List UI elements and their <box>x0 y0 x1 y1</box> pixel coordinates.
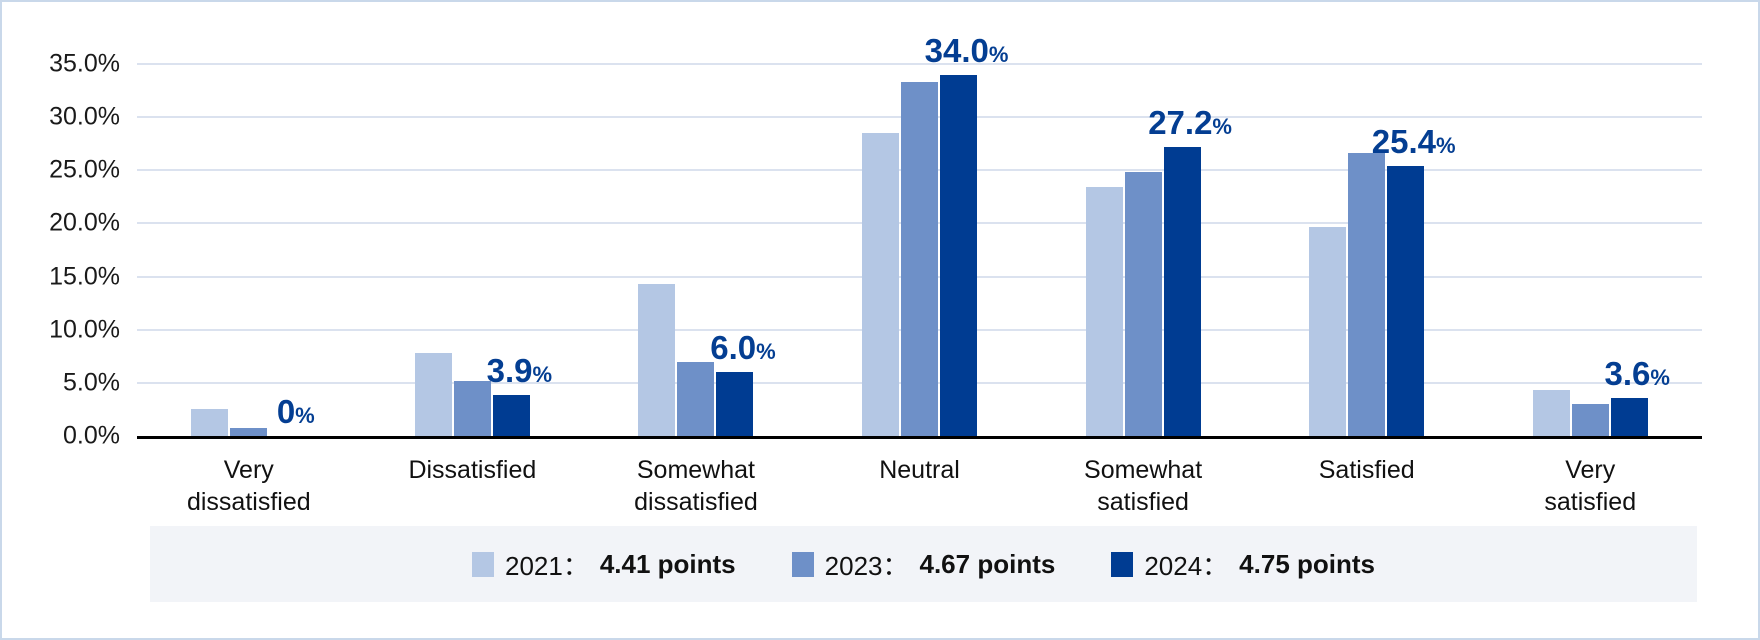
bar-group-dissatisfied: 3.9% <box>361 32 585 436</box>
bar-2024-very-satisfied <box>1610 397 1648 436</box>
bar-2021-neutral <box>862 133 900 436</box>
y-tick-label: 25.0% <box>49 155 120 184</box>
bar-2021-somewhat-dissatisfied <box>638 283 676 436</box>
bar-group-satisfied: 25.4% <box>1255 32 1479 436</box>
gridline-35 <box>137 62 1702 65</box>
bar-2023-satisfied <box>1348 153 1386 436</box>
legend-item-2024: 2024： 4.75 points <box>1111 546 1375 583</box>
bar-2023-very-dissatisfied <box>230 427 268 436</box>
bar-group-very-dissatisfied: 0% <box>137 32 361 436</box>
data-label-percent-sign: % <box>756 339 776 365</box>
data-label-percent-sign: % <box>532 361 553 387</box>
data-label-percent-sign: % <box>1650 364 1670 390</box>
data-label-value: 27.2 <box>1148 103 1213 141</box>
legend-swatch-2024 <box>1111 551 1134 577</box>
y-tick-label: 10.0% <box>49 315 120 344</box>
legend-item-2021: 2021： 4.41 points <box>471 546 736 583</box>
x-axis-line <box>137 436 1702 439</box>
y-tick-label: 15.0% <box>49 262 120 291</box>
bar-group-somewhat-dissatisfied: 6.0% <box>584 32 808 436</box>
legend-score-label: 4.67 points <box>919 548 1056 579</box>
data-label-percent-sign: % <box>1436 132 1456 158</box>
data-label-value: 3.6 <box>1604 354 1651 392</box>
data-label-satisfied: 25.4% <box>1372 125 1456 158</box>
bar-group-somewhat-satisfied: 27.2% <box>1031 32 1255 436</box>
bar-2021-satisfied <box>1309 226 1347 436</box>
y-tick-label: 20.0% <box>49 208 120 237</box>
category-label-satisfied: Satisfied <box>1318 456 1415 484</box>
data-label-very-dissatisfied: 0% <box>277 395 315 428</box>
bar-2021-very-satisfied <box>1532 390 1570 436</box>
data-label-somewhat-satisfied: 27.2% <box>1148 106 1232 139</box>
y-tick-label: 30.0% <box>49 102 120 131</box>
data-label-very-satisfied: 3.6% <box>1605 357 1670 390</box>
legend-swatch-2021 <box>471 551 494 577</box>
bar-2024-somewhat-satisfied <box>1163 146 1201 436</box>
bar-2023-somewhat-dissatisfied <box>677 361 715 436</box>
data-label-percent-sign: % <box>1212 113 1232 139</box>
category-label-somewhat-satisfied: Somewhat satisfied <box>1084 456 1203 516</box>
category-label-neutral: Neutral <box>879 456 960 484</box>
legend-score-label: 4.75 points <box>1239 548 1375 579</box>
y-tick-label: 35.0% <box>49 49 120 78</box>
y-tick-label: 0.0% <box>63 421 120 450</box>
bar-2023-very-satisfied <box>1571 404 1609 436</box>
bar-2024-somewhat-dissatisfied <box>716 372 754 436</box>
bar-2023-somewhat-satisfied <box>1124 172 1162 436</box>
bar-2023-neutral <box>901 81 939 436</box>
data-label-somewhat-dissatisfied: 6.0% <box>710 331 775 364</box>
category-label-very-satisfied: Very satisfied <box>1544 456 1637 516</box>
bar-2024-satisfied <box>1387 165 1425 436</box>
data-label-value: 0 <box>276 393 296 430</box>
category-label-dissatisfied: Dissatisfied <box>408 456 537 484</box>
data-label-percent-sign: % <box>988 41 1009 67</box>
bar-2021-somewhat-satisfied <box>1085 187 1123 436</box>
legend-score-label: 4.41 points <box>599 548 736 579</box>
data-label-value: 3.9 <box>486 351 533 389</box>
plot-area: 0% 3.9% 6.0% 34.0% 27.2% 25.4% 3.6% <box>137 32 1702 439</box>
category-label-very-dissatisfied: Very dissatisfied <box>186 456 311 516</box>
data-label-value: 25.4 <box>1371 122 1437 160</box>
y-tick-label: 5.0% <box>63 368 120 397</box>
legend-item-2023: 2023： 4.67 points <box>791 546 1056 583</box>
y-axis-tick-labels: 0.0% 5.0% 10.0% 15.0% 20.0% 25.0% 30.0% 35.0% <box>2 32 120 449</box>
category-label-somewhat-dissatisfied: Somewhat dissatisfied <box>634 456 758 516</box>
bar-2024-dissatisfied <box>492 394 530 436</box>
bar-group-very-satisfied: 3.6% <box>1478 32 1702 436</box>
bar-2021-very-dissatisfied <box>191 409 229 436</box>
category-labels: Very dissatisfied Dissatisfied Somewhat di… <box>137 454 1702 518</box>
legend-year-label: 2021： <box>504 550 589 581</box>
legend-swatch-2023 <box>791 551 814 577</box>
bar-groups: 0% 3.9% 6.0% 34.0% 27.2% 25.4% 3.6% <box>137 32 1702 436</box>
legend-year-label: 2023： <box>824 550 909 581</box>
bar-group-neutral: 34.0% <box>808 32 1032 436</box>
legend: 2021： 4.41 points 2023： 4.67 points 2024： 4.7… <box>150 526 1697 602</box>
bar-2024-neutral <box>940 74 978 436</box>
data-label-value: 34.0 <box>924 31 989 69</box>
data-label-dissatisfied: 3.9% <box>487 354 552 387</box>
data-label-percent-sign: % <box>295 403 315 428</box>
data-label-neutral: 34.0% <box>925 34 1009 67</box>
bar-2021-dissatisfied <box>414 353 452 436</box>
bar-2023-dissatisfied <box>453 380 491 436</box>
data-label-value: 6.0 <box>710 329 757 367</box>
legend-year-label: 2024： <box>1144 550 1229 581</box>
